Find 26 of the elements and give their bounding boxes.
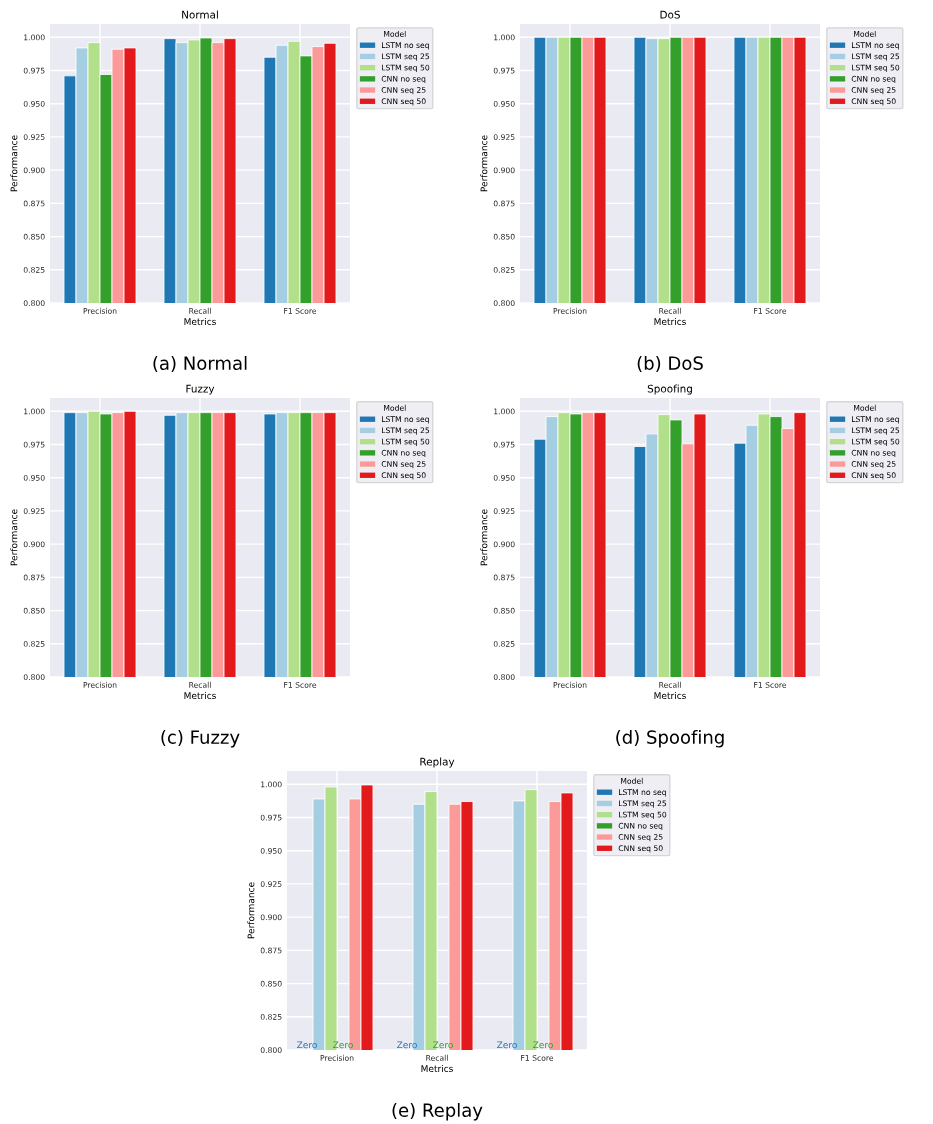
chart-title: Normal: [182, 10, 218, 19]
text: Zero: [333, 1041, 353, 1049]
text: (b) DoS: [637, 356, 703, 373]
text: Zero: [433, 1041, 453, 1049]
x-axis-title: Metrics: [184, 692, 216, 700]
y-axis-title: Performance: [10, 135, 18, 192]
x-axis-title: Metrics: [184, 318, 216, 326]
text: (c) Fuzzy: [161, 730, 240, 748]
x-axis-title: Metrics: [421, 1065, 453, 1073]
y-axis-title: Performance: [480, 509, 488, 566]
text: (e) Replay: [392, 1103, 483, 1121]
text: Zero: [297, 1041, 317, 1049]
text: Zero: [397, 1041, 417, 1049]
x-axis-title: Metrics: [654, 318, 686, 326]
text: (a) Normal: [153, 356, 247, 373]
x-axis-title: Metrics: [654, 692, 686, 700]
y-axis-title: Performance: [247, 882, 255, 939]
y-axis-title: Performance: [10, 509, 18, 566]
chart-title: DoS: [660, 10, 680, 19]
chart-title: Spoofing: [647, 384, 692, 395]
y-axis-title: Performance: [480, 135, 488, 192]
chart-title: Fuzzy: [186, 384, 215, 395]
chart-title: Replay: [420, 757, 455, 768]
text: Zero: [497, 1041, 517, 1049]
text: (d) Spoofing: [616, 730, 724, 748]
text: Zero: [533, 1041, 553, 1049]
